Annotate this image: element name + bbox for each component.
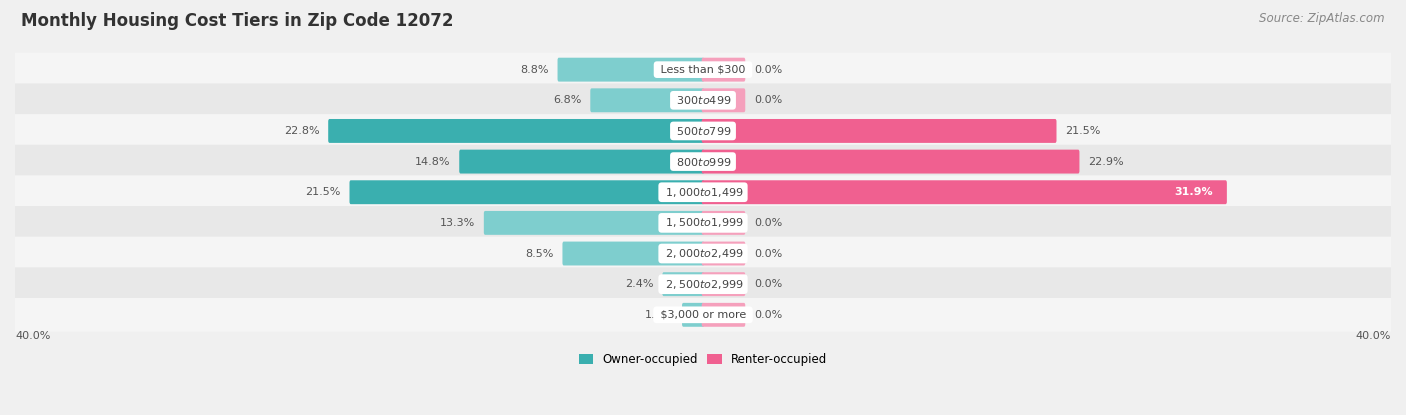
FancyBboxPatch shape <box>702 242 745 266</box>
Text: 13.3%: 13.3% <box>440 218 475 228</box>
Text: $3,000 or more: $3,000 or more <box>657 310 749 320</box>
Text: 0.0%: 0.0% <box>754 65 782 75</box>
Text: 14.8%: 14.8% <box>415 156 451 166</box>
Text: $1,000 to $1,499: $1,000 to $1,499 <box>662 186 744 199</box>
FancyBboxPatch shape <box>702 303 745 327</box>
Text: $2,500 to $2,999: $2,500 to $2,999 <box>662 278 744 290</box>
Text: $1,500 to $1,999: $1,500 to $1,999 <box>662 216 744 229</box>
Text: Monthly Housing Cost Tiers in Zip Code 12072: Monthly Housing Cost Tiers in Zip Code 1… <box>21 12 454 30</box>
Text: $2,000 to $2,499: $2,000 to $2,499 <box>662 247 744 260</box>
Text: 0.0%: 0.0% <box>754 310 782 320</box>
FancyBboxPatch shape <box>14 298 1392 332</box>
FancyBboxPatch shape <box>14 267 1392 301</box>
FancyBboxPatch shape <box>14 53 1392 86</box>
FancyBboxPatch shape <box>702 58 745 82</box>
Text: Source: ZipAtlas.com: Source: ZipAtlas.com <box>1260 12 1385 25</box>
FancyBboxPatch shape <box>702 180 1227 204</box>
Text: 8.5%: 8.5% <box>526 249 554 259</box>
Text: 21.5%: 21.5% <box>305 187 342 197</box>
Text: 31.9%: 31.9% <box>1174 187 1212 197</box>
Text: 1.2%: 1.2% <box>645 310 673 320</box>
Text: 0.0%: 0.0% <box>754 218 782 228</box>
FancyBboxPatch shape <box>14 237 1392 271</box>
FancyBboxPatch shape <box>460 150 704 173</box>
FancyBboxPatch shape <box>350 180 704 204</box>
Legend: Owner-occupied, Renter-occupied: Owner-occupied, Renter-occupied <box>574 348 832 371</box>
Text: 8.8%: 8.8% <box>520 65 548 75</box>
Text: 40.0%: 40.0% <box>1355 331 1391 341</box>
FancyBboxPatch shape <box>702 272 745 296</box>
FancyBboxPatch shape <box>702 211 745 235</box>
FancyBboxPatch shape <box>484 211 704 235</box>
Text: Less than $300: Less than $300 <box>657 65 749 75</box>
Text: 22.8%: 22.8% <box>284 126 319 136</box>
Text: 40.0%: 40.0% <box>15 331 51 341</box>
FancyBboxPatch shape <box>14 114 1392 148</box>
FancyBboxPatch shape <box>558 58 704 82</box>
Text: $300 to $499: $300 to $499 <box>673 94 733 106</box>
FancyBboxPatch shape <box>682 303 704 327</box>
Text: 6.8%: 6.8% <box>554 95 582 105</box>
Text: 0.0%: 0.0% <box>754 249 782 259</box>
Text: $800 to $999: $800 to $999 <box>673 156 733 168</box>
Text: 0.0%: 0.0% <box>754 279 782 289</box>
FancyBboxPatch shape <box>702 119 1056 143</box>
Text: $500 to $799: $500 to $799 <box>673 125 733 137</box>
FancyBboxPatch shape <box>562 242 704 266</box>
Text: 21.5%: 21.5% <box>1064 126 1101 136</box>
FancyBboxPatch shape <box>328 119 704 143</box>
FancyBboxPatch shape <box>702 150 1080 173</box>
FancyBboxPatch shape <box>14 145 1392 178</box>
FancyBboxPatch shape <box>14 206 1392 240</box>
FancyBboxPatch shape <box>14 83 1392 117</box>
FancyBboxPatch shape <box>662 272 704 296</box>
FancyBboxPatch shape <box>14 176 1392 209</box>
Text: 22.9%: 22.9% <box>1088 156 1123 166</box>
FancyBboxPatch shape <box>702 88 745 112</box>
Text: 2.4%: 2.4% <box>626 279 654 289</box>
FancyBboxPatch shape <box>591 88 704 112</box>
Text: 0.0%: 0.0% <box>754 95 782 105</box>
